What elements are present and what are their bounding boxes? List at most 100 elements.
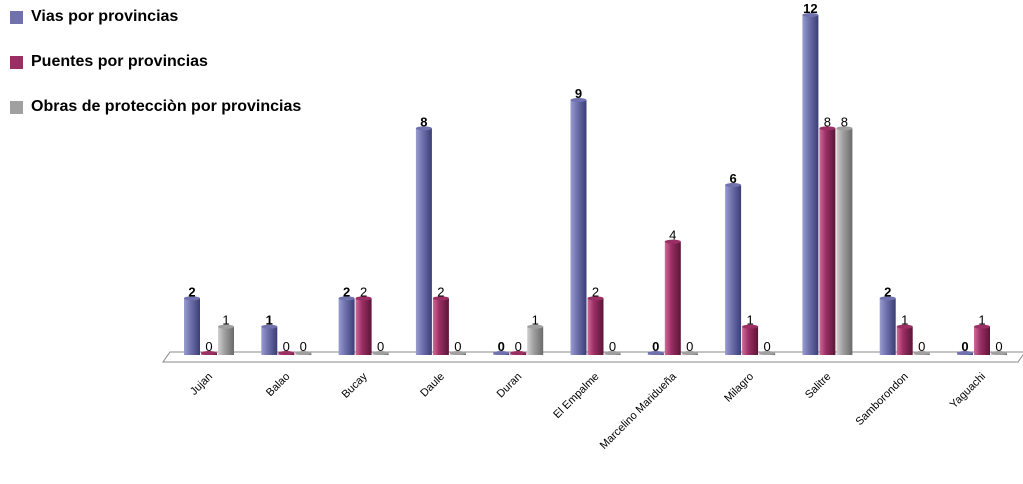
- data-label-milagro-series-1: 1: [746, 313, 753, 328]
- bar-top-samborondon-series-1: [896, 324, 913, 329]
- bar-top-el-empalme-series-1: [587, 296, 604, 301]
- data-label-daule-series-2: 0: [454, 339, 461, 354]
- bar-salitre-series-1: [819, 128, 836, 355]
- x-tick-label-jujan: Jujan: [188, 371, 215, 398]
- bar-top-bucay-series-0: [338, 296, 355, 301]
- data-label-jujan-series-0: 2: [188, 284, 195, 299]
- data-label-jujan-series-1: 0: [205, 339, 212, 354]
- legend-swatch-obras: [10, 100, 23, 114]
- bar-top-milagro-series-1: [742, 324, 759, 329]
- bar-top-jujan-series-2: [218, 324, 234, 329]
- data-label-yaguachi-series-2: 0: [995, 339, 1002, 354]
- data-label-jujan-series-2: 1: [222, 313, 229, 328]
- bar-samborondon-series-0: [879, 298, 896, 355]
- bar-top-duran-series-0: [493, 351, 510, 355]
- data-label-balao-series-0: 1: [266, 313, 273, 328]
- data-label-milagro-series-0: 6: [729, 171, 736, 186]
- bar-bucay-series-0: [338, 298, 355, 355]
- bar-daule-series-1: [432, 298, 449, 355]
- x-tick-label-salitre: Salitre: [803, 371, 834, 402]
- data-label-daule-series-0: 8: [420, 114, 427, 129]
- bar-milagro-series-0: [725, 185, 742, 355]
- bar-top-marcelino-maridue-a-series-0: [647, 351, 664, 355]
- data-label-samborondon-series-1: 1: [901, 313, 908, 328]
- data-label-el-empalme-series-2: 0: [609, 339, 616, 354]
- bar-top-daule-series-1: [432, 296, 449, 301]
- bar-top-salitre-series-1: [819, 126, 836, 131]
- bar-top-samborondon-series-0: [879, 296, 896, 301]
- data-label-salitre-series-0: 12: [803, 1, 817, 16]
- chart-legend: Vias por provincias Puentes por provinci…: [10, 6, 301, 141]
- x-tick-label-el-empalme: El Empalme: [551, 371, 601, 421]
- data-label-samborondon-series-0: 2: [884, 284, 891, 299]
- data-label-duran-series-0: 0: [498, 339, 505, 354]
- bar-top-milagro-series-2: [759, 351, 776, 355]
- bar-salitre-series-0: [802, 15, 819, 355]
- bar-top-bucay-series-2: [372, 351, 389, 355]
- bar-top-duran-series-1: [510, 351, 527, 355]
- bar-top-el-empalme-series-2: [604, 351, 621, 355]
- data-label-salitre-series-2: 8: [841, 114, 848, 129]
- bar-top-duran-series-2: [527, 324, 544, 329]
- data-label-salitre-series-1: 8: [824, 114, 831, 129]
- bar-top-balao-series-0: [261, 324, 278, 329]
- x-tick-label-balao: Balao: [264, 371, 292, 399]
- data-label-balao-series-2: 0: [300, 339, 307, 354]
- data-label-yaguachi-series-1: 1: [978, 313, 985, 328]
- bars-group: [184, 13, 1007, 355]
- bar-yaguachi-series-1: [974, 326, 990, 355]
- bar-balao-series-0: [261, 326, 278, 355]
- bar-top-bucay-series-1: [355, 296, 372, 301]
- data-label-milagro-series-2: 0: [763, 339, 770, 354]
- legend-swatch-vias: [10, 10, 23, 24]
- data-label-samborondon-series-2: 0: [918, 339, 925, 354]
- data-label-bucay-series-1: 2: [360, 284, 367, 299]
- bar-el-empalme-series-1: [587, 298, 604, 355]
- data-label-marcelino-maridue-a-series-0: 0: [652, 339, 659, 354]
- bar-bucay-series-1: [355, 298, 372, 355]
- x-tick-label-samborondon: Samborondon: [853, 371, 910, 428]
- bar-top-milagro-series-0: [725, 183, 742, 187]
- bar-top-salitre-series-2: [836, 126, 853, 131]
- bar-marcelino-maridue-a-series-1: [664, 241, 681, 355]
- data-label-el-empalme-series-1: 2: [592, 284, 599, 299]
- x-tick-labels-group: Jujan Balao Bucay Daule Duran El EmpalmeMarce…: [188, 370, 988, 452]
- data-label-duran-series-2: 1: [532, 313, 539, 328]
- legend-swatch-puentes: [10, 55, 23, 69]
- data-label-duran-series-1: 0: [515, 339, 522, 354]
- x-tick-label-milagro: Milagro: [722, 371, 756, 405]
- legend-label-obras: Obras de protecciòn por provincias: [31, 98, 302, 115]
- legend-item-puentes: Puentes por provincias: [10, 51, 301, 73]
- bar-top-jujan-series-1: [201, 351, 217, 355]
- data-label-el-empalme-series-0: 9: [575, 86, 582, 101]
- bar-salitre-series-2: [836, 128, 853, 355]
- bar-top-balao-series-2: [295, 351, 312, 355]
- bar-top-daule-series-0: [415, 126, 432, 131]
- data-label-bucay-series-0: 2: [343, 284, 350, 299]
- legend-label-puentes: Puentes por provincias: [31, 53, 208, 70]
- bar-top-marcelino-maridue-a-series-2: [681, 351, 698, 355]
- x-tick-label-marcelino-maridue-a: Marcelino Maridueña: [598, 370, 680, 452]
- x-tick-label-duran: Duran: [495, 371, 525, 401]
- legend-label-vias: Vias por provincias: [31, 8, 179, 25]
- data-label-marcelino-maridue-a-series-1: 4: [669, 228, 676, 243]
- legend-item-vias: Vias por provincias: [10, 6, 301, 28]
- bar-top-daule-series-2: [449, 351, 466, 355]
- bar-samborondon-series-1: [896, 326, 913, 355]
- data-label-yaguachi-series-0: 0: [961, 339, 968, 354]
- bar-top-yaguachi-series-1: [974, 324, 990, 329]
- x-tick-label-daule: Daule: [418, 371, 447, 400]
- bar-top-jujan-series-0: [184, 296, 200, 301]
- bar-top-salitre-series-0: [802, 13, 819, 17]
- legend-item-obras: Obras de protecciòn por provincias: [10, 96, 301, 118]
- data-label-bucay-series-2: 0: [377, 339, 384, 354]
- bar-daule-series-0: [415, 128, 432, 355]
- bar-top-marcelino-maridue-a-series-1: [664, 239, 681, 244]
- data-label-daule-series-1: 2: [437, 284, 444, 299]
- x-tick-label-bucay: Bucay: [340, 370, 370, 400]
- bar-top-balao-series-1: [278, 351, 295, 355]
- data-label-balao-series-1: 0: [283, 339, 290, 354]
- bar-jujan-series-0: [184, 298, 200, 355]
